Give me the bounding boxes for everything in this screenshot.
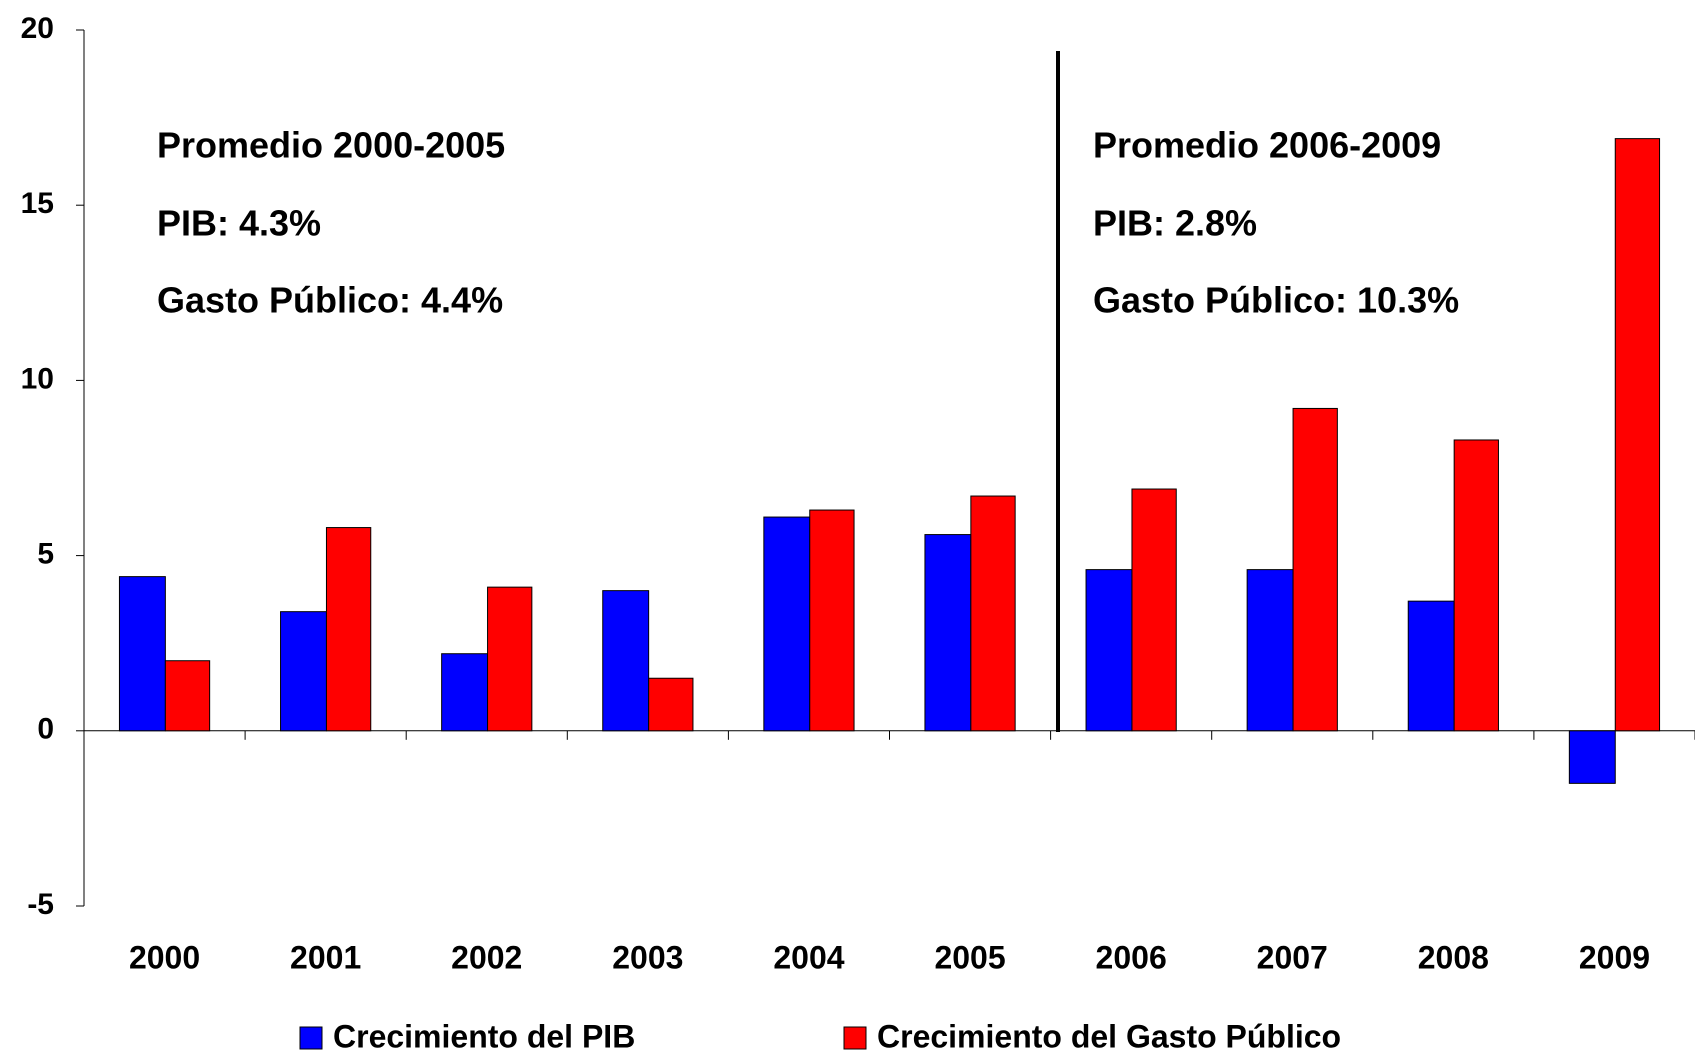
annotation: PIB: 2.8%	[1093, 203, 1257, 244]
y-tick-label: 5	[37, 538, 54, 571]
bar	[970, 495, 1016, 732]
legend-swatch	[299, 1026, 323, 1050]
bar	[809, 509, 855, 732]
x-tick-label: 2002	[451, 939, 522, 975]
bar	[648, 677, 694, 732]
y-tick-label: 20	[21, 12, 54, 45]
y-tick-label: -5	[27, 888, 54, 921]
x-tick-label: 2008	[1418, 939, 1489, 975]
bar	[1085, 569, 1133, 732]
bar	[1131, 488, 1177, 732]
annotation: Gasto Público: 4.4%	[157, 280, 503, 321]
x-tick-label: 2009	[1579, 939, 1650, 975]
bar	[1614, 138, 1661, 732]
x-tick-label: 2005	[934, 939, 1005, 975]
legend-label: Crecimiento del PIB	[333, 1018, 635, 1054]
bar	[487, 586, 533, 732]
bar	[1292, 407, 1338, 732]
bar	[602, 590, 650, 732]
bar	[325, 527, 372, 732]
bar	[118, 576, 166, 732]
y-tick-label: 0	[37, 713, 54, 746]
legend-label: Crecimiento del Gasto Público	[877, 1018, 1341, 1054]
bar	[763, 516, 811, 732]
annotation: PIB: 4.3%	[157, 203, 321, 244]
bar	[1453, 439, 1499, 732]
x-tick-label: 2006	[1096, 939, 1167, 975]
x-tick-label: 2007	[1257, 939, 1328, 975]
x-tick-label: 2000	[129, 939, 200, 975]
x-tick-label: 2004	[773, 939, 844, 975]
legend-swatch	[843, 1026, 867, 1050]
y-tick-label: 15	[21, 187, 54, 220]
bar	[924, 534, 972, 732]
bar	[1246, 569, 1294, 732]
annotation: Promedio 2006-2009	[1093, 125, 1441, 166]
bar	[280, 611, 327, 732]
bar	[1407, 600, 1455, 732]
y-tick-label: 10	[21, 362, 54, 395]
x-tick-label: 2001	[290, 939, 361, 975]
annotation: Promedio 2000-2005	[157, 125, 505, 166]
bar	[1568, 730, 1616, 784]
bar	[164, 660, 211, 732]
x-tick-label: 2003	[612, 939, 683, 975]
annotation: Gasto Público: 10.3%	[1093, 280, 1459, 321]
bar	[441, 653, 489, 732]
